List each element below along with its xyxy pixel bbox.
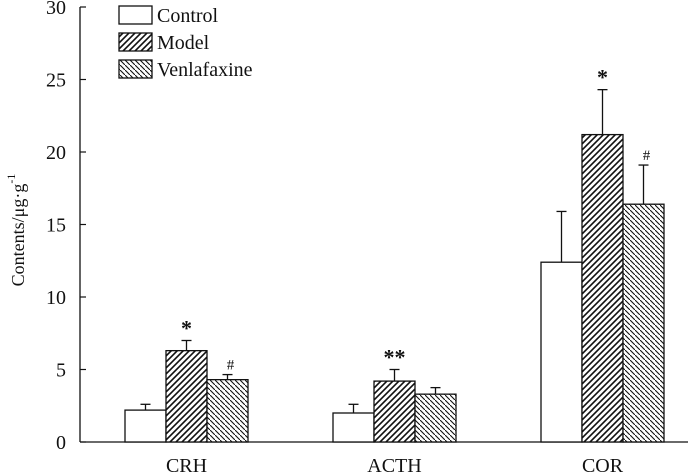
bar-venlafaxine-acth bbox=[414, 393, 457, 443]
bar-control-crh bbox=[124, 409, 167, 443]
bar-venlafaxine-crh bbox=[206, 378, 249, 443]
x-tick-label: CRH bbox=[166, 455, 207, 475]
y-axis-label: Contents/μg·g-1 bbox=[4, 174, 28, 287]
legend-swatch bbox=[118, 32, 153, 52]
bar-model-acth bbox=[373, 380, 416, 443]
error-bars bbox=[140, 89, 649, 413]
legend: Control Model Venlafaxine bbox=[118, 5, 253, 81]
x-tick-label: ACTH bbox=[367, 455, 421, 475]
x-tick-label: COR bbox=[582, 455, 624, 475]
y-axis-label-superscript: -1 bbox=[4, 174, 18, 184]
legend-swatch bbox=[118, 59, 153, 79]
annotation-mark: ** bbox=[384, 345, 406, 370]
annotation-mark: * bbox=[597, 65, 608, 90]
bar-model-cor bbox=[581, 133, 624, 443]
y-tick-label: 20 bbox=[46, 142, 66, 164]
bar-control-cor bbox=[540, 261, 583, 443]
bar-control-acth bbox=[332, 412, 375, 443]
legend-swatch bbox=[118, 5, 153, 25]
annotation-mark: # bbox=[227, 358, 235, 374]
y-tick-label: 30 bbox=[46, 0, 66, 19]
bar-venlafaxine-cor bbox=[622, 203, 665, 443]
bar-model-crh bbox=[165, 349, 208, 443]
y-tick-label: 10 bbox=[46, 287, 66, 309]
y-tick-label: 5 bbox=[56, 360, 66, 382]
significance-annotations: *# ***# bbox=[181, 65, 651, 374]
bars bbox=[124, 133, 665, 443]
annotation-mark: # bbox=[643, 148, 651, 164]
y-tick-label: 15 bbox=[46, 215, 66, 237]
x-axis: CRH ACTH COR bbox=[80, 441, 688, 475]
legend-label: Control bbox=[157, 5, 219, 27]
y-axis: 0 5 10 15 20 25 30 bbox=[46, 0, 86, 454]
y-tick-label: 25 bbox=[46, 70, 66, 92]
y-axis-label-text: Contents/μg·g bbox=[8, 184, 28, 287]
legend-label: Model bbox=[157, 32, 210, 54]
legend-label: Venlafaxine bbox=[157, 59, 253, 81]
annotation-mark: * bbox=[181, 316, 192, 341]
y-tick-label: 0 bbox=[56, 432, 66, 454]
y-axis-label-group: Contents/μg·g-1 bbox=[4, 174, 28, 287]
